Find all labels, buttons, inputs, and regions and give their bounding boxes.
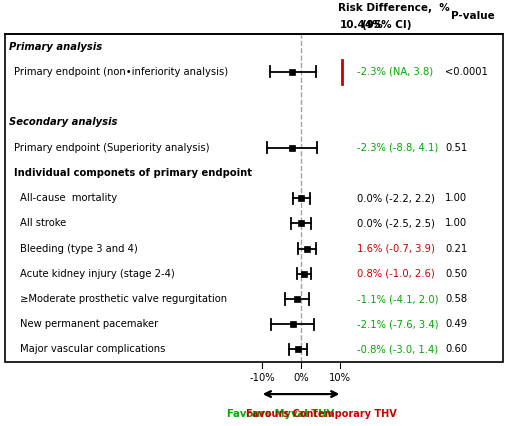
Text: ≥Moderate prosthetic valve regurgitation: ≥Moderate prosthetic valve regurgitation — [20, 294, 227, 304]
Text: Secondary analysis: Secondary analysis — [9, 118, 117, 127]
Text: Bleeding (type 3 and 4): Bleeding (type 3 and 4) — [20, 244, 138, 253]
Text: 0.21: 0.21 — [444, 244, 467, 253]
Text: 0.49: 0.49 — [444, 319, 467, 329]
Text: 0.58: 0.58 — [444, 294, 467, 304]
Text: 0.50: 0.50 — [444, 269, 467, 279]
Text: 0.60: 0.60 — [444, 345, 467, 354]
Text: 0.51: 0.51 — [444, 143, 467, 153]
Text: Favours Myval THV: Favours Myval THV — [227, 409, 334, 419]
Text: Major vascular complications: Major vascular complications — [20, 345, 165, 354]
Text: 0.0% (-2.5, 2.5): 0.0% (-2.5, 2.5) — [356, 218, 434, 228]
Text: Risk Difference,  %: Risk Difference, % — [337, 3, 448, 13]
Text: New permanent pacemaker: New permanent pacemaker — [20, 319, 158, 329]
Text: -1.1% (-4.1, 2.0): -1.1% (-4.1, 2.0) — [356, 294, 437, 304]
Text: 0.8% (-1.0, 2.6): 0.8% (-1.0, 2.6) — [356, 269, 434, 279]
Text: 10%: 10% — [328, 373, 350, 383]
Text: -0.8% (-3.0, 1.4): -0.8% (-3.0, 1.4) — [356, 345, 437, 354]
Text: Primary analysis: Primary analysis — [9, 42, 102, 52]
Text: <0.0001: <0.0001 — [444, 67, 487, 77]
Text: 1.00: 1.00 — [444, 193, 467, 203]
Text: Primary endpoint (Superiority analysis): Primary endpoint (Superiority analysis) — [14, 143, 209, 153]
Text: -2.3% (NA, 3.8): -2.3% (NA, 3.8) — [356, 67, 432, 77]
Text: -2.1% (-7.6, 3.4): -2.1% (-7.6, 3.4) — [356, 319, 437, 329]
Text: 1.00: 1.00 — [444, 218, 467, 228]
Text: Favours Contemporary THV: Favours Contemporary THV — [245, 409, 396, 419]
Text: All stroke: All stroke — [20, 218, 66, 228]
Text: 0.0% (-2.2, 2.2): 0.0% (-2.2, 2.2) — [356, 193, 434, 203]
Text: (95% CI): (95% CI) — [362, 20, 411, 30]
Text: 0%: 0% — [293, 373, 308, 383]
Text: All-cause  mortality: All-cause mortality — [20, 193, 117, 203]
Text: -10%: -10% — [249, 373, 274, 383]
Text: P-value: P-value — [450, 12, 494, 21]
Text: 1.6% (-0.7, 3.9): 1.6% (-0.7, 3.9) — [356, 244, 434, 253]
Text: Primary endpoint (non•inferiority analysis): Primary endpoint (non•inferiority analys… — [14, 67, 228, 77]
Text: Acute kidney injury (stage 2-4): Acute kidney injury (stage 2-4) — [20, 269, 175, 279]
Text: 10.44%: 10.44% — [339, 20, 383, 30]
Text: Individual componets of primary endpoint: Individual componets of primary endpoint — [14, 168, 251, 178]
Text: -2.3% (-8.8, 4.1): -2.3% (-8.8, 4.1) — [356, 143, 437, 153]
